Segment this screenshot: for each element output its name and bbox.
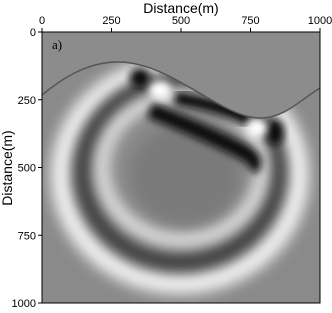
x-tick-label: 1000: [308, 15, 332, 27]
x-tick-label: 0: [39, 15, 45, 27]
y-tick-label: 0: [30, 27, 36, 39]
x-axis-label: Distance(m): [143, 0, 218, 16]
y-tick-label: 500: [18, 163, 36, 175]
wavefield-image: [42, 32, 320, 303]
x-tick-label: 750: [241, 15, 259, 27]
y-tick-label: 1000: [12, 298, 36, 310]
y-axis-label: Distance(m): [0, 130, 15, 205]
annotation: a): [52, 37, 62, 52]
y-tick-label: 750: [18, 230, 36, 242]
x-tick-label: 500: [172, 15, 190, 27]
x-tick-label: 250: [102, 15, 120, 27]
y-tick-label: 250: [18, 95, 36, 107]
